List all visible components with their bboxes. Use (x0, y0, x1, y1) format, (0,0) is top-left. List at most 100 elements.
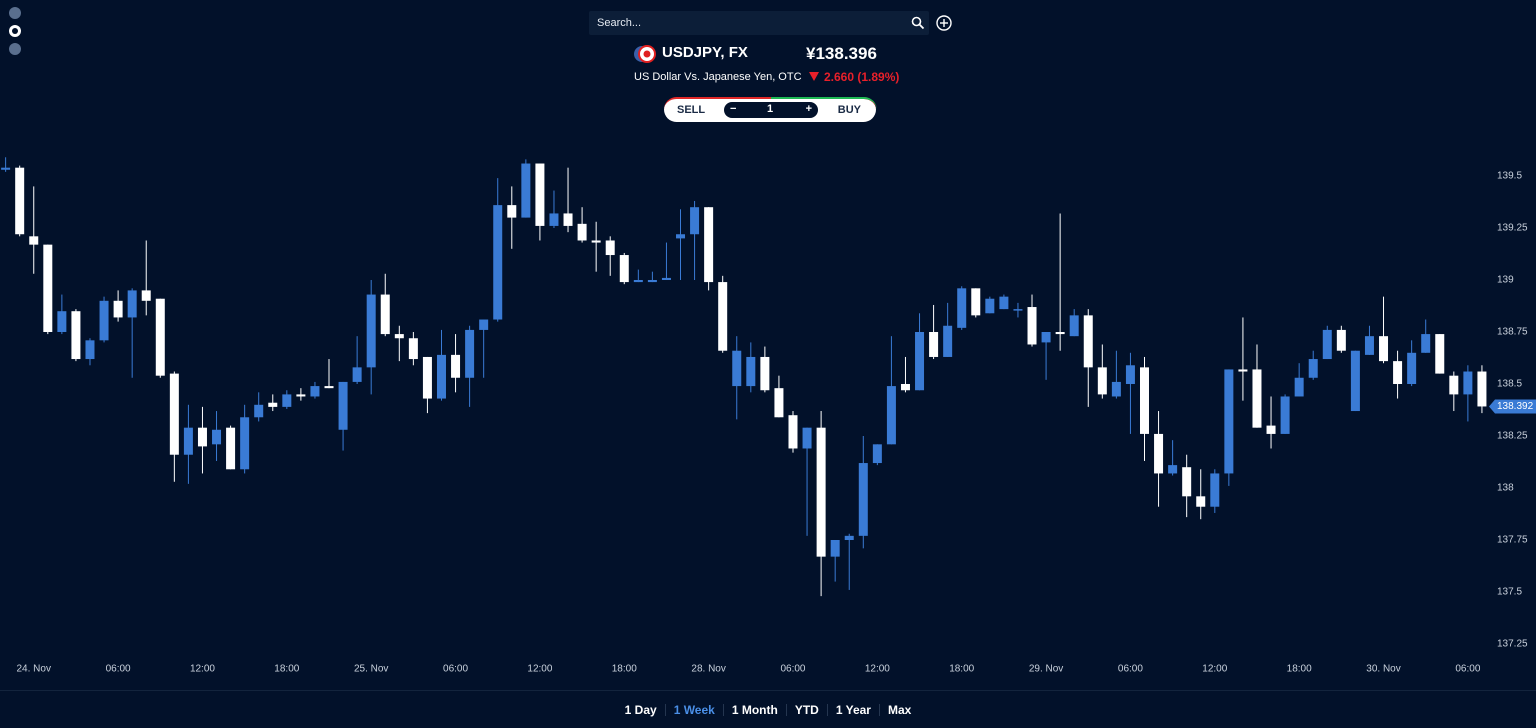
candle-body (197, 427, 207, 447)
candle-body (732, 350, 742, 387)
candle-body (746, 356, 756, 387)
candle-body (577, 223, 587, 241)
candle-body (408, 338, 418, 360)
candle-body (1364, 336, 1374, 355)
last-price-tag (1489, 399, 1536, 414)
candle-body (1069, 315, 1079, 337)
y-tick-label: 139 (1497, 275, 1514, 286)
buy-button[interactable]: BUY (837, 104, 861, 116)
candle-body (1421, 334, 1431, 353)
y-tick-label: 138 (1497, 483, 1514, 494)
candle-body (788, 415, 798, 449)
search-box[interactable]: Search... (589, 11, 929, 35)
range-button[interactable]: 1 Week (664, 703, 723, 716)
range-button[interactable]: YTD (785, 703, 827, 716)
y-tick-label: 138.25 (1497, 431, 1528, 442)
candle-body (816, 427, 826, 557)
candle-body (1238, 369, 1248, 372)
candle-body (718, 282, 728, 351)
price: ¥138.396 (806, 44, 877, 63)
sell-button[interactable]: SELL (677, 104, 706, 116)
candle-body (943, 325, 953, 357)
icon (12, 28, 18, 34)
candle-body (1266, 425, 1276, 434)
candle-body (886, 386, 896, 445)
candle-body (999, 296, 1009, 310)
symbol: USDJPY, FX (662, 44, 748, 61)
search-icon[interactable] (911, 16, 925, 30)
candle-body (338, 381, 348, 430)
y-tick-label: 137.25 (1497, 639, 1528, 650)
candle-body (1224, 369, 1234, 474)
candle-body (1139, 367, 1149, 434)
increment-button[interactable]: + (805, 103, 812, 115)
last-price-label: 138.392 (1497, 401, 1534, 412)
buy-accent (771, 97, 877, 111)
candle-body (310, 386, 320, 397)
x-tick-label: 18:00 (612, 664, 637, 675)
candle-body (1322, 329, 1332, 360)
x-tick-label: 18:00 (949, 664, 974, 675)
candle-body (774, 388, 784, 418)
down-arrow (809, 72, 819, 81)
candle-body (43, 244, 53, 332)
range-button[interactable]: 1 Year (826, 703, 879, 716)
candle-body (661, 277, 671, 280)
candle-body (451, 354, 461, 378)
candle-body (549, 213, 559, 226)
candle-body (99, 300, 109, 341)
candle-body (985, 298, 995, 314)
candle-body (633, 280, 643, 283)
candle-body (113, 300, 123, 318)
candle-body (268, 402, 278, 407)
x-tick-label: 29. Nov (1029, 664, 1063, 675)
candle-body (676, 234, 686, 239)
candle-body (1477, 371, 1487, 407)
candle-body (591, 240, 601, 243)
quantity-control: − 1 + (724, 102, 818, 118)
candle-body (465, 329, 475, 378)
candle-body (1055, 332, 1065, 335)
range-button[interactable]: 1 Day (624, 702, 657, 717)
candle-body (155, 298, 165, 376)
x-tick-label: 30. Nov (1366, 664, 1400, 675)
range-button[interactable]: 1 Month (722, 703, 786, 716)
decrement-button[interactable]: − (730, 103, 737, 115)
x-tick-label: 12:00 (1202, 664, 1227, 675)
x-tick-label: 18:00 (1287, 664, 1312, 675)
x-tick-label: 18:00 (274, 664, 299, 675)
x-tick-label: 12:00 (865, 664, 890, 675)
range-button[interactable]: Max (878, 703, 919, 716)
icon (9, 43, 21, 55)
candle-body (1463, 371, 1473, 395)
candle-body (858, 463, 868, 536)
candle-body (1294, 377, 1304, 397)
candle-body (915, 332, 925, 391)
candle-body (647, 280, 657, 283)
candle-body (1027, 307, 1037, 345)
candle-body (563, 213, 573, 226)
x-tick-label: 06:00 (1455, 664, 1480, 675)
candle-body (830, 540, 840, 557)
x-tick-label: 06:00 (780, 664, 805, 675)
candle-body (900, 384, 910, 391)
add-button[interactable] (935, 14, 953, 32)
candle-body (183, 427, 193, 455)
candle-body (1350, 350, 1360, 412)
candle-body (436, 354, 446, 399)
candle-body (493, 205, 503, 320)
candle-body (1252, 369, 1262, 428)
candle-body (802, 427, 812, 449)
icon (9, 7, 21, 19)
candle-body (282, 394, 292, 407)
candle-body (971, 288, 981, 316)
range-selector: 1 Day 1 Week 1 Month YTD 1 Year Max (0, 690, 1536, 728)
candle-body (507, 205, 517, 218)
candle-body (1449, 375, 1459, 395)
candle-body (1393, 361, 1403, 384)
flag-icon (634, 45, 656, 63)
candle-body (127, 290, 137, 318)
candle-body (141, 290, 151, 301)
candle-body (521, 163, 531, 218)
